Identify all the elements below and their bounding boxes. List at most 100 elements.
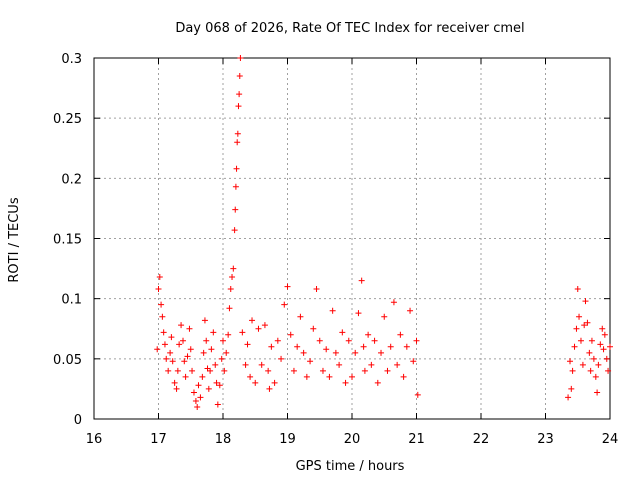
x-tick-label: 16 <box>86 432 103 447</box>
data-point <box>200 349 207 356</box>
data-point <box>205 385 212 392</box>
data-point <box>208 346 215 353</box>
data-point <box>307 358 314 365</box>
data-point <box>159 313 166 320</box>
data-point <box>284 283 291 290</box>
data-point <box>581 322 588 329</box>
data-point <box>221 367 228 374</box>
data-point <box>255 325 262 332</box>
data-point <box>297 313 304 320</box>
chart-title: Day 068 of 2026, Rate Of TEC Index for r… <box>175 21 524 36</box>
data-point <box>329 307 336 314</box>
x-tick-labels: 16 17 18 19 20 21 22 23 24 <box>86 432 619 447</box>
data-point <box>603 355 610 362</box>
data-point <box>565 394 572 401</box>
data-point <box>189 367 196 374</box>
data-point <box>214 401 221 408</box>
x-tick-label: 17 <box>150 432 167 447</box>
data-point <box>190 389 197 396</box>
data-point <box>378 349 385 356</box>
data-point <box>234 130 241 137</box>
data-point <box>287 331 294 338</box>
data-point <box>168 334 175 341</box>
data-point <box>226 305 233 312</box>
data-point <box>176 341 183 348</box>
data-point <box>184 353 191 360</box>
data-point <box>173 385 180 392</box>
data-point <box>252 379 259 386</box>
data-point <box>332 349 339 356</box>
data-point <box>592 373 599 380</box>
data-point <box>584 319 591 326</box>
data-point <box>181 358 188 365</box>
data-point <box>239 329 246 336</box>
data-point <box>197 394 204 401</box>
data-point <box>236 73 243 80</box>
data-point <box>595 361 602 368</box>
data-point <box>236 91 243 98</box>
y-tick-label: 0.1 <box>61 293 82 308</box>
data-point <box>278 355 285 362</box>
data-point <box>268 343 275 350</box>
data-point <box>234 139 241 146</box>
data-point <box>261 322 268 329</box>
data-point <box>161 341 168 348</box>
data-point <box>178 322 185 329</box>
data-point <box>294 343 301 350</box>
data-point <box>381 313 388 320</box>
data-point <box>414 391 421 398</box>
data-point <box>387 343 394 350</box>
data-point <box>403 343 410 350</box>
tick-marks <box>93 57 611 420</box>
data-point <box>201 317 208 324</box>
data-point <box>582 298 589 305</box>
data-point <box>349 373 355 380</box>
data-point <box>160 329 167 336</box>
data-point <box>571 343 578 350</box>
data-point <box>352 349 359 356</box>
data-point <box>182 373 189 380</box>
data-point <box>605 367 612 374</box>
data-point <box>569 367 576 374</box>
data-point <box>590 355 597 362</box>
data-point <box>242 361 249 368</box>
data-point <box>180 337 187 344</box>
y-tick-label: 0 <box>74 413 82 428</box>
data-point <box>316 337 323 344</box>
data-point <box>336 361 343 368</box>
data-point <box>216 382 223 389</box>
data-point <box>218 355 225 362</box>
data-point <box>588 337 595 344</box>
x-axis-title: GPS time / hours <box>296 459 405 474</box>
data-point <box>360 343 367 350</box>
data-point <box>600 346 607 353</box>
data-point <box>355 310 362 317</box>
data-point <box>587 367 594 374</box>
data-point <box>397 331 404 338</box>
data-point <box>231 227 238 234</box>
data-point <box>165 367 172 374</box>
data-point <box>212 361 219 368</box>
data-point <box>313 286 320 293</box>
data-point <box>229 274 236 281</box>
gridlines <box>94 58 610 419</box>
data-point <box>573 325 580 332</box>
data-point <box>577 337 584 344</box>
data-point <box>237 55 244 61</box>
x-tick-label: 20 <box>344 432 361 447</box>
data-point <box>249 317 256 324</box>
y-tick-label: 0.15 <box>53 233 82 248</box>
data-point <box>233 165 240 172</box>
data-point <box>407 307 414 314</box>
data-point <box>323 346 330 353</box>
data-point <box>158 301 165 308</box>
data-point <box>244 341 251 348</box>
y-axis-title: ROTI / TECUs <box>7 197 22 282</box>
data-points <box>154 55 613 410</box>
data-point <box>232 206 239 213</box>
data-point <box>365 331 372 338</box>
data-point <box>227 286 234 293</box>
data-point <box>290 367 297 374</box>
data-point <box>213 379 220 386</box>
